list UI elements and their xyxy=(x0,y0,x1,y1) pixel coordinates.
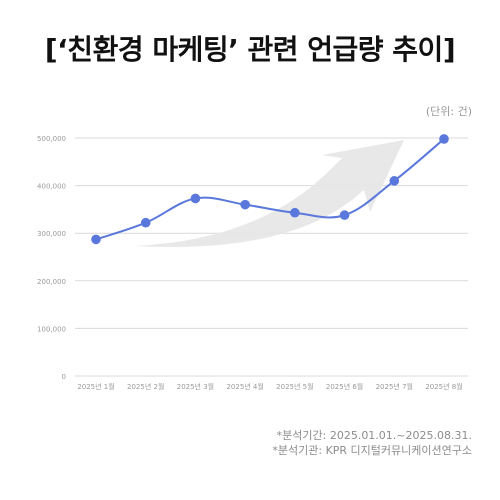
data-point xyxy=(91,234,101,245)
grid-lines xyxy=(75,137,468,377)
data-point xyxy=(439,134,449,144)
footnotes: *분석기간: 2025.01.01.~2025.08.31. *분석기관: KP… xyxy=(272,428,472,458)
page-title: [‘친환경 마케팅’ 관련 언급량 추이] xyxy=(44,33,456,66)
x-tick-label: 2025년 5월 xyxy=(276,382,313,391)
y-tick-label: 200,000 xyxy=(37,278,66,286)
data-point xyxy=(140,217,151,228)
data-point xyxy=(389,176,400,186)
data-point xyxy=(339,210,350,220)
x-axis-ticks: 2025년 1월 2025년 2월 2025년 3월 2025년 4월 2025년 5월… xyxy=(77,382,462,391)
x-tick-label: 2025년 7월 xyxy=(376,382,413,391)
trend-arrow-icon xyxy=(135,140,404,248)
y-tick-label: 0 xyxy=(62,373,66,381)
x-tick-label: 2025년 6월 xyxy=(326,382,363,391)
y-tick-label: 100,000 xyxy=(37,325,66,333)
y-tick-label: 300,000 xyxy=(37,230,66,238)
x-tick-label: 2025년 8월 xyxy=(425,382,462,391)
x-tick-label: 2025년 3월 xyxy=(177,382,214,391)
data-points xyxy=(91,134,449,245)
analysis-period-note: *분석기간: 2025.01.01.~2025.08.31. xyxy=(276,429,472,442)
x-tick-label: 2025년 4월 xyxy=(226,382,263,391)
analysis-source-note: *분석기관: KPR 디지털커뮤니케이션연구소 xyxy=(272,444,472,457)
data-point xyxy=(240,199,250,210)
unit-label: (단위: 건) xyxy=(425,105,472,118)
x-tick-label: 2025년 1월 xyxy=(77,382,114,391)
data-point xyxy=(290,207,300,218)
y-axis-ticks: 0 100,000 200,000 300,000 400,000 500,000 xyxy=(37,135,66,381)
y-tick-label: 400,000 xyxy=(37,183,66,191)
x-tick-label: 2025년 2월 xyxy=(127,382,164,391)
data-point xyxy=(190,193,201,204)
y-tick-label: 500,000 xyxy=(37,135,66,143)
